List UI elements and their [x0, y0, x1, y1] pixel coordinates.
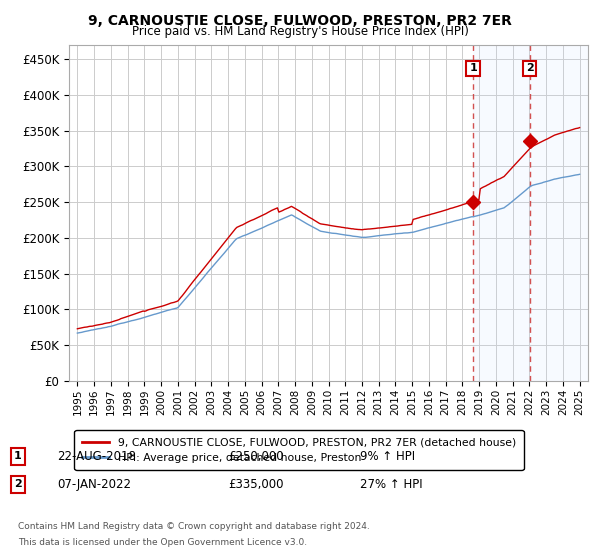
- Text: 07-JAN-2022: 07-JAN-2022: [57, 478, 131, 491]
- Text: 1: 1: [469, 63, 477, 73]
- Legend: 9, CARNOUSTIE CLOSE, FULWOOD, PRESTON, PR2 7ER (detached house), HPI: Average pr: 9, CARNOUSTIE CLOSE, FULWOOD, PRESTON, P…: [74, 430, 524, 470]
- Text: Contains HM Land Registry data © Crown copyright and database right 2024.: Contains HM Land Registry data © Crown c…: [18, 522, 370, 531]
- Text: £335,000: £335,000: [228, 478, 284, 491]
- Text: 27% ↑ HPI: 27% ↑ HPI: [360, 478, 422, 491]
- Text: This data is licensed under the Open Government Licence v3.0.: This data is licensed under the Open Gov…: [18, 538, 307, 547]
- Text: 9, CARNOUSTIE CLOSE, FULWOOD, PRESTON, PR2 7ER: 9, CARNOUSTIE CLOSE, FULWOOD, PRESTON, P…: [88, 14, 512, 28]
- Text: 2: 2: [526, 63, 533, 73]
- Text: £250,000: £250,000: [228, 450, 284, 463]
- Bar: [473, 45, 589, 381]
- Text: Price paid vs. HM Land Registry's House Price Index (HPI): Price paid vs. HM Land Registry's House …: [131, 25, 469, 38]
- Text: 9% ↑ HPI: 9% ↑ HPI: [360, 450, 415, 463]
- Text: 2: 2: [14, 479, 22, 489]
- Text: 1: 1: [14, 451, 22, 461]
- Text: 22-AUG-2018: 22-AUG-2018: [57, 450, 136, 463]
